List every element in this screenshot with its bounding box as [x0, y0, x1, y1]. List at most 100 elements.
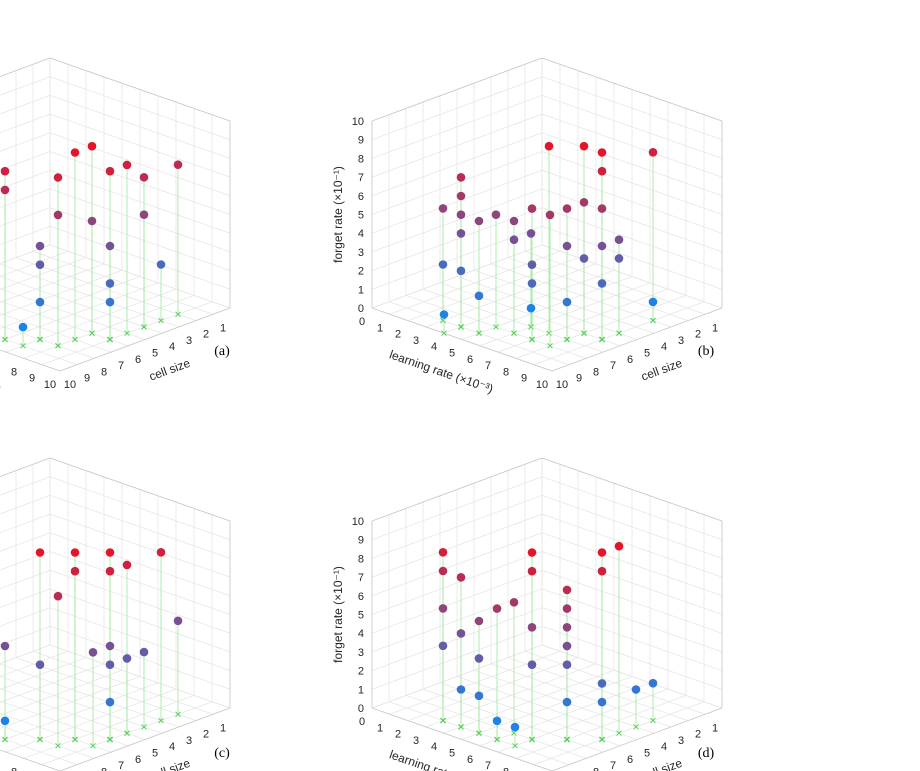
grid-line: [541, 76, 723, 141]
data-point: [0, 641, 10, 651]
base-marker: [512, 742, 518, 749]
grid-line: [0, 169, 51, 190]
grid-line: [0, 569, 51, 590]
y-axis-label: cell size: [147, 356, 192, 384]
data-point: [173, 160, 183, 169]
data-point: [510, 722, 520, 732]
data-point: [509, 598, 519, 607]
data-point: [527, 566, 537, 576]
data-point: [35, 241, 45, 251]
grid-line: [0, 700, 129, 747]
y-tick-label: 8: [593, 366, 599, 378]
axis-edge: [551, 307, 723, 372]
base-marker: [141, 724, 147, 730]
grid-line: [0, 688, 146, 740]
grid-line: [541, 132, 723, 197]
axis-edge: [371, 707, 553, 771]
axis-edge: [0, 349, 61, 372]
y-tick-label: 5: [644, 748, 650, 760]
grid-line: [0, 712, 112, 753]
data-point: [87, 141, 97, 151]
grid-line: [541, 644, 723, 709]
y-tick-label: 6: [627, 754, 633, 766]
y-tick-label: 2: [695, 729, 701, 741]
base-marker: [564, 736, 570, 743]
x-tick-label: 6: [467, 354, 473, 366]
z-tick-label: 6: [358, 591, 364, 603]
z-tick-label: 2: [358, 266, 364, 278]
grid-line: [0, 551, 51, 571]
data-point: [544, 141, 554, 151]
grid-line: [422, 288, 604, 353]
x-tick-label: 2: [395, 729, 401, 741]
data-point: [105, 548, 115, 557]
z-tick-label: 3: [358, 647, 364, 659]
axis-edge: [371, 457, 543, 522]
data-point: [597, 204, 607, 213]
axis-edge: [0, 457, 51, 477]
grid-line: [32, 250, 214, 315]
grid-line: [49, 151, 231, 215]
grid-line: [0, 663, 180, 728]
base-marker: [528, 324, 534, 330]
y-tick-label: 7: [610, 360, 616, 372]
data-point: [562, 641, 572, 651]
z-tick-label: 5: [358, 610, 364, 622]
base-marker: [650, 717, 656, 724]
base-marker: [107, 736, 113, 743]
grid-line: [541, 495, 723, 559]
x-axis-label: learning rate (×10⁻³): [0, 347, 3, 396]
data-point: [631, 685, 641, 694]
base-marker: [158, 317, 164, 324]
data-point: [122, 654, 132, 663]
z-tick-label: 4: [358, 228, 364, 240]
base-marker: [141, 324, 147, 330]
x-tick-label: 5: [449, 348, 455, 360]
grid-line: [49, 207, 231, 271]
y-tick-label: 1: [220, 322, 226, 334]
x-tick-label: 3: [413, 735, 419, 747]
data-point: [105, 566, 115, 576]
x-tick-label: 0: [359, 316, 365, 328]
y-tick-label: 10: [64, 379, 76, 391]
x-tick-label: 9: [521, 373, 527, 385]
y-tick-label: 1: [712, 722, 718, 734]
x-tick-label: 4: [431, 741, 437, 753]
data-point: [526, 303, 536, 313]
data-point: [474, 216, 484, 226]
y-tick-label: 8: [593, 766, 599, 771]
axis-edge: [0, 57, 51, 77]
y-tick-label: 4: [169, 341, 175, 353]
grid-line: [0, 676, 163, 734]
data-point: [105, 241, 115, 251]
base-marker: [633, 724, 639, 730]
data-point: [597, 697, 607, 707]
grid-line: [32, 650, 214, 715]
grid-line: [422, 688, 604, 753]
x-tick-label: 1: [377, 722, 383, 734]
data-point: [509, 216, 519, 226]
z-tick-label: 7: [358, 172, 364, 184]
grid-line: [49, 169, 231, 234]
grid-line: [541, 225, 723, 290]
data-point: [438, 566, 448, 576]
z-tick-label: 4: [358, 628, 364, 640]
z-tick-label: 8: [358, 553, 364, 565]
base-marker: [616, 330, 622, 337]
grid-line: [49, 188, 231, 253]
grid-line: [49, 495, 231, 559]
x-tick-label: 8: [11, 766, 17, 771]
panel-label: (b): [698, 344, 715, 359]
base-marker: [458, 324, 464, 330]
base-marker: [476, 330, 482, 337]
base-marker: [441, 330, 447, 337]
data-point: [53, 210, 63, 220]
data-point: [139, 647, 149, 657]
grid-line: [541, 207, 723, 271]
grid-line: [371, 551, 543, 615]
grid-line: [541, 188, 723, 253]
grid-line: [524, 650, 706, 715]
y-tick-label: 9: [84, 373, 90, 385]
data-point: [0, 716, 10, 726]
data-point: [492, 604, 502, 613]
